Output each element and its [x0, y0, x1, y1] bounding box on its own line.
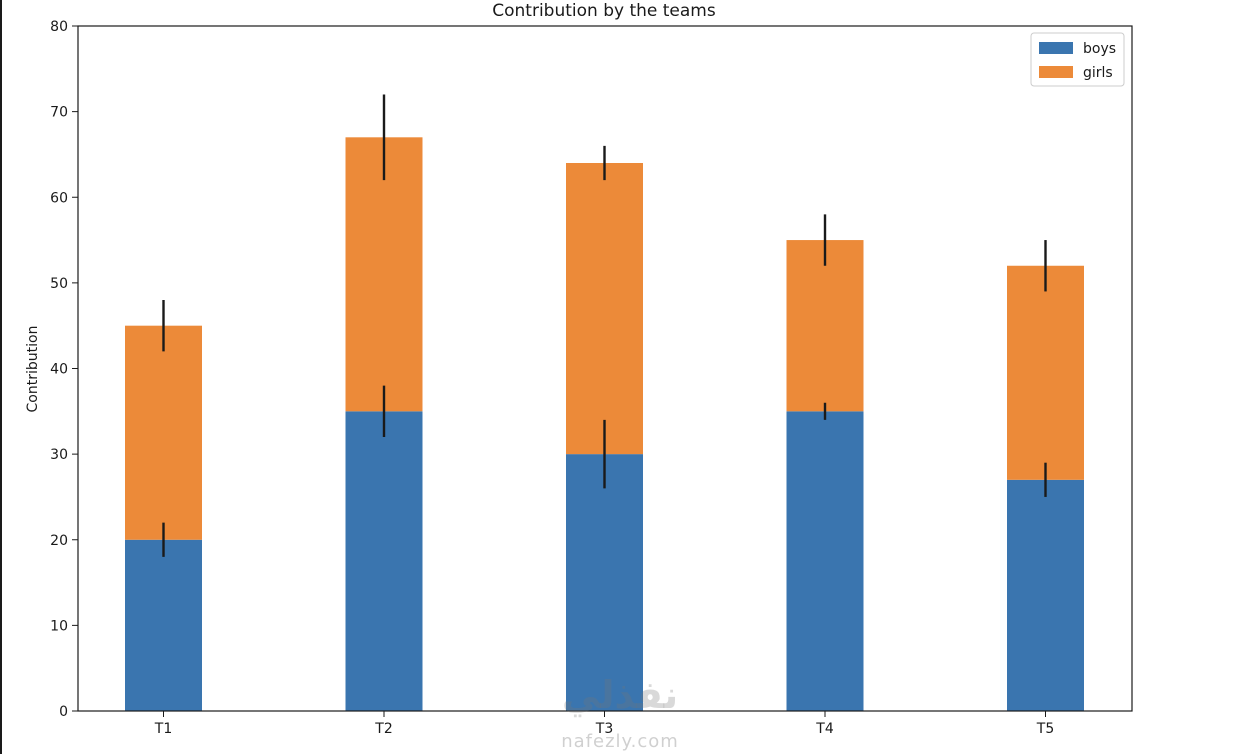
bar-boys-t5 — [1007, 479, 1084, 711]
bar-boys-t3 — [566, 454, 643, 711]
y-tick-label: 10 — [50, 618, 68, 634]
legend-label-girls: girls — [1083, 65, 1113, 81]
y-tick-label: 0 — [59, 704, 68, 720]
watermark-latin: nafezly.com — [561, 731, 679, 752]
bar-boys-t2 — [345, 411, 423, 711]
y-tick-label: 40 — [50, 362, 68, 378]
plot-frame — [77, 25, 1133, 712]
window-left-border — [0, 0, 2, 754]
bar-girls-t5 — [1007, 265, 1084, 480]
y-tick-label: 70 — [50, 105, 68, 121]
legend-swatch-boys — [1039, 42, 1073, 54]
legend-label-boys: boys — [1083, 41, 1116, 57]
y-tick-label: 50 — [50, 276, 68, 292]
y-axis-label: Contribution — [25, 326, 41, 413]
x-tick-label-t5: T5 — [1036, 721, 1054, 737]
x-tick-label-t2: T2 — [374, 721, 392, 737]
bar-girls-t4 — [786, 240, 864, 412]
watermark-arabic: نفذلي — [562, 673, 678, 717]
bar-boys-t1 — [125, 539, 202, 711]
x-tick-label-t3: T3 — [595, 721, 613, 737]
y-tick-label: 20 — [50, 533, 68, 549]
y-tick-label: 30 — [50, 447, 68, 463]
y-tick-label: 80 — [50, 19, 68, 35]
bar-girls-t2 — [345, 137, 423, 412]
x-axis: T1 T2 T3 T4 T5 — [154, 711, 1054, 737]
legend-swatch-girls — [1039, 66, 1073, 78]
x-tick-label-t1: T1 — [154, 721, 172, 737]
legend: boys girls — [1030, 32, 1125, 87]
bars-group — [125, 137, 1084, 711]
y-tick-label: 60 — [50, 190, 68, 206]
bar-boys-t4 — [786, 411, 864, 711]
chart-title: Contribution by the teams — [492, 1, 716, 21]
error-bars-group — [162, 94, 1047, 557]
watermark: نفذلي nafezly.com — [561, 673, 679, 752]
x-tick-label-t4: T4 — [815, 721, 834, 737]
bar-girls-t3 — [566, 163, 643, 455]
bar-girls-t1 — [125, 325, 202, 540]
y-axis: 0 10 20 30 40 50 60 70 80 — [50, 19, 78, 720]
